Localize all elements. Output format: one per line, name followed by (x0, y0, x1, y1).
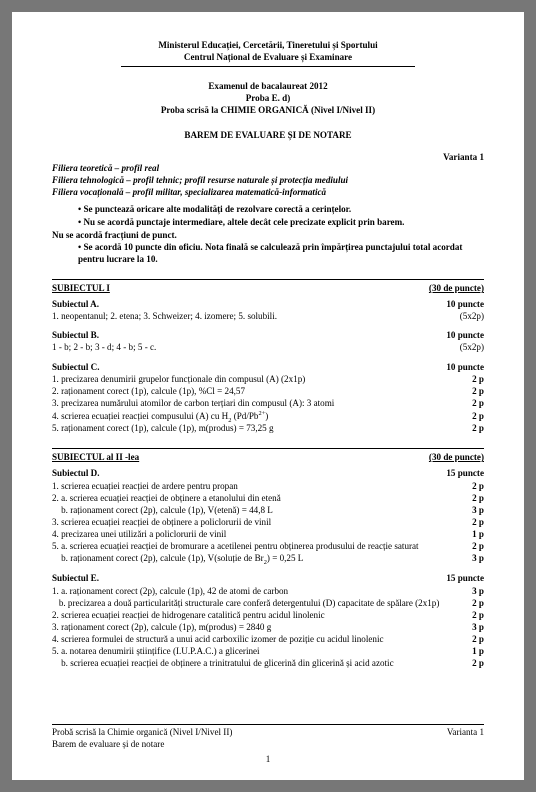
d-p1: 2 p (472, 481, 484, 493)
section-rule-2 (52, 448, 484, 449)
title-block: Examenul de bacalaureat 2012 Proba E. d)… (52, 81, 484, 116)
d-p5a: 2 p (472, 541, 484, 553)
e-p2: 2 p (472, 610, 484, 622)
c-p3: 2 p (472, 398, 484, 410)
sub-a-pts: 10 puncte (446, 299, 484, 311)
subject-2: SUBIECTUL al II -lea (30 de puncte) Subi… (52, 448, 484, 670)
subject-title: Proba scrisă la CHIMIE ORGANICĂ (Nivel I… (52, 105, 484, 117)
subject-2-header: SUBIECTUL al II -lea (30 de puncte) (52, 452, 484, 464)
e-i5a: 5. a. notarea denumirii științifice (I.U… (52, 646, 472, 658)
e-i1a: 1. a. raționament corect (2p), calcule (… (52, 586, 472, 598)
rule-2a: Nu se acordă punctaje intermediare, alte… (52, 217, 484, 229)
filiera-3: Filiera vocațională – profil militar, sp… (52, 187, 484, 199)
d-i3: 3. scrierea ecuației reacției de obținer… (52, 517, 472, 529)
e-i5b: b. scrierea ecuației reacției de obținer… (52, 658, 472, 670)
e-p4: 2 p (472, 634, 484, 646)
rule-2b: Nu se acordă fracțiuni de punct. (52, 230, 484, 242)
sub-c-title: Subiectul C. (52, 362, 446, 374)
sub-b-pts: 10 puncte (446, 330, 484, 342)
d-i1: 1. scrierea ecuației reacției de ardere … (52, 481, 472, 493)
subject-2-total: (30 de puncte) (429, 452, 484, 464)
d-i4: 4. precizarea unei utilizări a policloru… (52, 529, 472, 541)
c-p4: 2 p (472, 411, 484, 423)
sub-e-header: Subiectul E. 15 puncte (52, 573, 484, 585)
sub-a-title: Subiectul A. (52, 299, 446, 311)
c-p1: 2 p (472, 374, 484, 386)
sub-d-title: Subiectul D. (52, 468, 446, 480)
filiera-2: Filiera tehnologică – profil tehnic; pro… (52, 175, 484, 187)
ministry-header: Ministerul Educației, Cercetării, Tinere… (52, 40, 484, 52)
c-i3: 3. precizarea numărului atomilor de carb… (52, 398, 472, 410)
d-p3: 2 p (472, 517, 484, 529)
variant-label: Varianta 1 (52, 152, 484, 164)
sub-c-pts: 10 puncte (446, 362, 484, 374)
e-i1b: b. precizarea a două particularități str… (52, 598, 472, 610)
d-i2b: b. raționament corect (2p), calcule (1p)… (52, 505, 472, 517)
subject-1-title: SUBIECTUL I (52, 283, 429, 295)
sub-b-line: 1 - b; 2 - b; 3 - d; 4 - b; 5 - c. (5x2p… (52, 342, 484, 354)
e-p1b: 2 p (472, 598, 484, 610)
d-i5b: b. raționament corect (2p), calcule (1p)… (52, 553, 472, 565)
d-p2a: 2 p (472, 493, 484, 505)
subject-1-total: (30 de puncte) (429, 283, 484, 295)
sub-e-items: 1. a. raționament corect (2p), calcule (… (52, 586, 484, 670)
c-p5: 2 p (472, 423, 484, 435)
page-footer: Probă scrisă la Chimie organică (Nivel I… (52, 724, 484, 766)
filiere-block: Filiera teoretică – profil real Filiera … (52, 163, 484, 198)
sub-c-items: 1. precizarea denumirii grupelor funcțio… (52, 374, 484, 434)
e-p3: 3 p (472, 622, 484, 634)
section-rule (52, 279, 484, 280)
footer-left-2: Barem de evaluare și de notare (52, 739, 484, 751)
page-number: 1 (52, 754, 484, 766)
rule-1: Se punctează oricare alte modalități de … (52, 204, 484, 216)
e-i3: 3. raționament corect (2p), calcule (1p)… (52, 622, 472, 634)
sub-a-text: 1. neopentanul; 2. etena; 3. Schweizer; … (52, 311, 460, 323)
subject-1-header: SUBIECTUL I (30 de puncte) (52, 283, 484, 295)
proba-title: Proba E. d) (52, 93, 484, 105)
sub-b-text: 1 - b; 2 - b; 3 - d; 4 - b; 5 - c. (52, 342, 460, 354)
c-i1: 1. precizarea denumirii grupelor funcțio… (52, 374, 472, 386)
sub-a-header: Subiectul A. 10 puncte (52, 299, 484, 311)
d-i2a: 2. a. scrierea ecuației reacției de obți… (52, 493, 472, 505)
subject-1: SUBIECTUL I (30 de puncte) Subiectul A. … (52, 279, 484, 434)
e-i4: 4. scrierea formulei de structură a unui… (52, 634, 472, 646)
e-p5b: 2 p (472, 658, 484, 670)
footer-left-1: Probă scrisă la Chimie organică (Nivel I… (52, 727, 447, 739)
document-page: Ministerul Educației, Cercetării, Tinere… (12, 12, 524, 780)
header-rule (121, 66, 415, 67)
rule-3: Se acordă 10 puncte din oficiu. Nota fin… (52, 242, 484, 265)
sub-d-header: Subiectul D. 15 puncte (52, 468, 484, 480)
c-i2: 2. raționament corect (1p), calcule (1p)… (52, 386, 472, 398)
e-i2: 2. scrierea ecuației reacției de hidroge… (52, 610, 472, 622)
filiera-1: Filiera teoretică – profil real (52, 163, 484, 175)
e-p5a: 1 p (472, 646, 484, 658)
subject-2-title: SUBIECTUL al II -lea (52, 452, 429, 464)
barem-title: BAREM DE EVALUARE ȘI DE NOTARE (52, 130, 484, 142)
sub-d-items: 1. scrierea ecuației reacției de ardere … (52, 481, 484, 565)
c-i5: 5. raționament corect (1p), calcule (1p)… (52, 423, 472, 435)
center-header: Centrul Național de Evaluare și Examinar… (52, 52, 484, 64)
sub-a-line: 1. neopentanul; 2. etena; 3. Schweizer; … (52, 311, 484, 323)
sub-b-title: Subiectul B. (52, 330, 446, 342)
sub-c-header: Subiectul C. 10 puncte (52, 362, 484, 374)
d-i5a: 5. a. scrierea ecuației reacției de brom… (52, 541, 472, 553)
e-p1a: 3 p (472, 586, 484, 598)
c-i4: 4. scrierea ecuației reacției compusului… (52, 411, 472, 423)
sub-b-right: (5x2p) (460, 342, 484, 354)
c-p2: 2 p (472, 386, 484, 398)
d-p2b: 3 p (472, 505, 484, 517)
rules-block: Se punctează oricare alte modalități de … (52, 204, 484, 265)
sub-b-header: Subiectul B. 10 puncte (52, 330, 484, 342)
sub-e-title: Subiectul E. (52, 573, 446, 585)
sub-d-pts: 15 puncte (446, 468, 484, 480)
d-p5b: 3 p (472, 553, 484, 565)
d-p4: 1 p (472, 529, 484, 541)
exam-title: Examenul de bacalaureat 2012 (52, 81, 484, 93)
sub-e-pts: 15 puncte (446, 573, 484, 585)
sub-a-right: (5x2p) (460, 311, 484, 323)
footer-right: Varianta 1 (447, 727, 484, 739)
